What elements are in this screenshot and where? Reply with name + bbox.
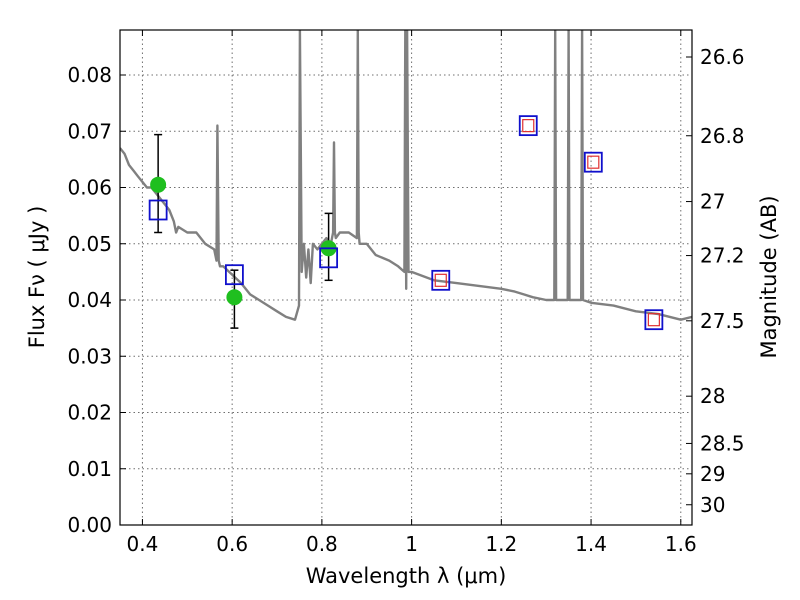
right-tick-label: 27.2 xyxy=(700,244,745,268)
y-tick-label: 0.02 xyxy=(67,401,112,425)
right-tick-label: 28.5 xyxy=(700,431,745,455)
observed-flux-point xyxy=(226,289,243,306)
y-tick-label: 0.04 xyxy=(67,288,112,312)
plot-frame xyxy=(119,29,693,526)
y-tick-label: 0.07 xyxy=(67,119,112,143)
x-tick-label: 0.4 xyxy=(127,532,159,556)
y-tick-label: 0.03 xyxy=(67,344,112,368)
data-layer xyxy=(120,30,692,331)
y-axis-label: Flux Fν ( μJy ) xyxy=(25,206,49,349)
y-tick-label: 0.01 xyxy=(67,457,112,481)
limit-flux-square xyxy=(647,313,660,327)
model-flux-square xyxy=(224,264,244,286)
x-tick-label: 0.6 xyxy=(216,532,248,556)
right-tick-label: 27 xyxy=(700,190,725,214)
limit-flux-square xyxy=(434,273,447,287)
model-flux-square xyxy=(431,269,451,291)
right-tick-label: 27.5 xyxy=(700,309,745,333)
model-flux-square xyxy=(518,115,538,137)
y-tick-label: 0.08 xyxy=(67,63,112,87)
observed-flux-point xyxy=(150,176,167,193)
x-tick-label: 1.4 xyxy=(575,532,607,556)
right-tick-label: 26.8 xyxy=(700,124,745,148)
y-axis-left: 0.00 0.01 0.02 0.03 0.04 0.05 0.06 0.07 0.08 xyxy=(67,63,126,537)
limit-flux-square xyxy=(587,155,600,169)
right-tick-label: 29 xyxy=(700,462,725,486)
model-flux-square xyxy=(319,247,339,269)
right-tick-label: 28 xyxy=(700,384,725,408)
model-flux-square xyxy=(148,199,168,221)
series-group xyxy=(120,30,692,331)
right-tick-label: 26.6 xyxy=(700,45,745,69)
y-axis-label-right: Magnitude (AB) xyxy=(757,195,781,358)
y-axis-right: 26.6 26.8 27 27.2 27.5 28 28.5 29 30 xyxy=(686,45,745,517)
model-spectrum-line xyxy=(120,30,692,321)
x-tick-label: 1 xyxy=(405,532,418,556)
model-flux-square xyxy=(644,309,664,331)
x-tick-label: 1.6 xyxy=(665,532,697,556)
x-axis: 0.4 0.6 0.8 1 1.2 1.4 1.6 xyxy=(127,30,697,556)
grid xyxy=(120,30,692,526)
y-tick-label: 0.00 xyxy=(67,513,112,537)
y-tick-label: 0.05 xyxy=(67,232,112,256)
x-axis-label: Wavelength λ (μm) xyxy=(306,564,507,588)
model-flux-square xyxy=(583,151,603,173)
y-tick-label: 0.06 xyxy=(67,176,112,200)
right-tick-label: 30 xyxy=(700,493,725,517)
x-tick-label: 1.2 xyxy=(485,532,517,556)
x-tick-label: 0.8 xyxy=(306,532,338,556)
limit-flux-square xyxy=(522,119,535,133)
